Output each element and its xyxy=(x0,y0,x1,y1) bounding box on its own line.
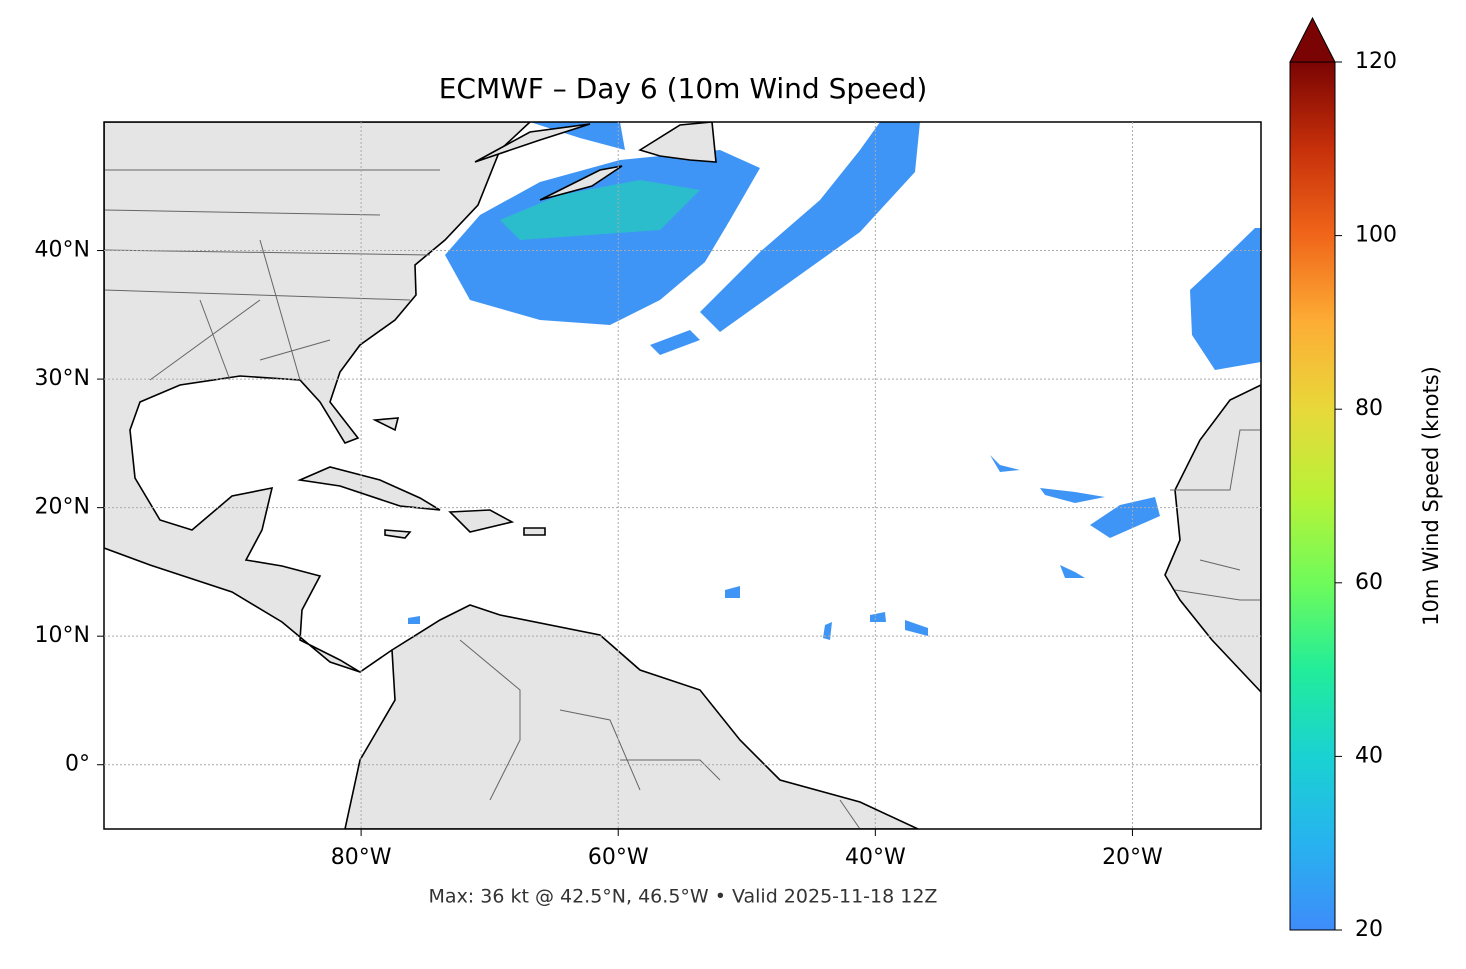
wind-field xyxy=(408,122,1261,640)
colorbar: 10m Wind Speed (knots) xyxy=(1289,16,1443,931)
x-tick-label: 60°W xyxy=(588,845,649,870)
y-tick-label: 30°N xyxy=(35,366,90,391)
y-tick-label: 10°N xyxy=(35,623,90,648)
y-tick-label: 20°N xyxy=(35,495,90,520)
colorbar-tick-label: 20 xyxy=(1355,917,1383,942)
map-frame xyxy=(103,121,1262,830)
land xyxy=(104,122,1261,829)
colorbar-bar xyxy=(1289,61,1336,931)
colorbar-tick-label: 100 xyxy=(1355,223,1397,248)
map-title: ECMWF – Day 6 (10m Wind Speed) xyxy=(439,72,928,105)
map-content xyxy=(104,122,1261,829)
x-tick-label: 40°W xyxy=(845,845,906,870)
borders xyxy=(104,169,1261,829)
footer-note: Max: 36 kt @ 42.5°N, 46.5°W • Valid 2025… xyxy=(429,886,938,908)
y-tick-label: 0° xyxy=(65,752,90,777)
colorbar-tick-label: 40 xyxy=(1355,743,1383,768)
colorbar-tick-label: 80 xyxy=(1355,396,1383,421)
x-tick-label: 20°W xyxy=(1102,845,1163,870)
colorbar-extend xyxy=(1289,16,1336,63)
colorbar-tick-label: 60 xyxy=(1355,570,1383,595)
x-tick-label: 80°W xyxy=(331,845,392,870)
colorbar-label: 10m Wind Speed (knots) xyxy=(1419,366,1443,626)
y-tick-label: 40°N xyxy=(35,238,90,263)
colorbar-tick-label: 120 xyxy=(1355,49,1397,74)
